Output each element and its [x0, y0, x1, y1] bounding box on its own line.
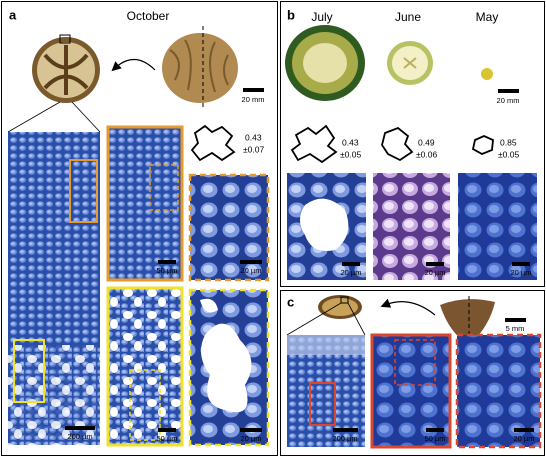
month-label: July	[311, 10, 332, 24]
zoom-line	[286, 302, 342, 336]
scale-label: 50 µm	[425, 434, 446, 443]
scale-label: 200 µm	[67, 432, 92, 441]
measurement-error: ±0.05	[340, 149, 361, 159]
measurement-error: ±0.07	[243, 144, 264, 154]
walnut-section-photo	[32, 34, 100, 103]
scale-label: 5 mm	[506, 324, 525, 333]
arrow	[380, 298, 436, 316]
region-box	[394, 339, 436, 386]
measurement-error: ±0.05	[498, 149, 519, 159]
micrograph-region	[287, 335, 365, 355]
fruit-photo	[387, 41, 433, 85]
measurement-error: ±0.06	[416, 149, 437, 159]
walnut-photo	[162, 26, 238, 110]
region-box	[149, 164, 179, 211]
zoom-line	[347, 302, 366, 336]
panel-label: a	[9, 7, 17, 22]
panel-frame	[1, 1, 278, 456]
scale-label: 20 µm	[511, 268, 532, 277]
arrow	[111, 58, 156, 72]
region-box	[13, 339, 45, 403]
panel-frame	[280, 290, 545, 456]
micrograph	[188, 173, 270, 282]
region-box	[309, 382, 336, 426]
panel-c: c 5 mm 200 µm 50 µm 20 µm	[286, 294, 542, 449]
scale-label: 50 µm	[157, 434, 178, 443]
measurement-value: 0.85	[500, 137, 517, 147]
panel-b: b July June May 20 mm 0.43 ±0.05 0.49 ±0…	[285, 7, 537, 280]
scale-label: 20 µm	[341, 268, 362, 277]
scale-label: 20 µm	[514, 434, 535, 443]
panel-a: a October 20 mm 200 µm 50 µm 50 µm 0.43 …	[7, 7, 270, 447]
micrograph	[370, 333, 452, 449]
micrograph	[106, 125, 184, 282]
scale-label: 20 mm	[242, 95, 265, 104]
scale-label: 20 µm	[241, 434, 262, 443]
fruit-photo	[481, 68, 493, 80]
panel-label: c	[287, 294, 294, 309]
micrograph	[106, 286, 184, 447]
cell-outline	[190, 124, 236, 162]
month-label: June	[395, 10, 421, 24]
region-box	[69, 159, 98, 223]
cell-outline	[290, 124, 338, 164]
seed-section-photo	[318, 295, 362, 319]
micrograph-void	[300, 198, 349, 251]
zoom-line	[71, 101, 101, 133]
month-label: May	[476, 10, 499, 24]
scale-label: 200 µm	[332, 434, 357, 443]
panel-frame	[280, 1, 545, 287]
cell-outline	[471, 135, 494, 155]
region-box	[129, 369, 161, 441]
scale-label: 20 mm	[497, 96, 520, 105]
scale-label: 50 µm	[157, 266, 178, 275]
cell-outline	[381, 126, 414, 162]
panel-title: October	[127, 9, 170, 23]
measurement-value: 0.43	[245, 132, 262, 142]
panel-label: b	[287, 7, 295, 22]
fruit-photo	[285, 25, 365, 101]
measurement-value: 0.43	[342, 137, 359, 147]
scale-label: 20 µm	[241, 266, 262, 275]
scale-label: 20 µm	[425, 268, 446, 277]
measurement-value: 0.49	[418, 137, 435, 147]
micrograph-void	[200, 298, 252, 413]
zoom-line	[7, 101, 61, 133]
